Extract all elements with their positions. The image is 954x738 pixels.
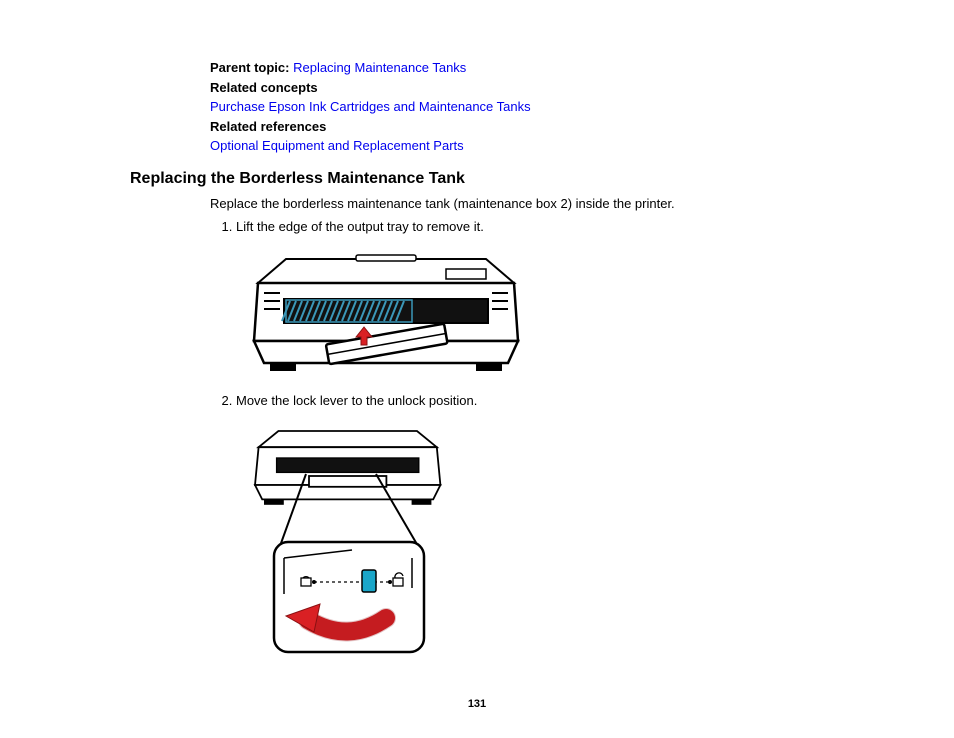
section-title: Replacing the Borderless Maintenance Tan… [130,170,824,188]
step-1-text: Lift the edge of the output tray to remo… [236,219,484,234]
steps-list: Lift the edge of the output tray to remo… [210,217,824,664]
related-references-link[interactable]: Optional Equipment and Replacement Parts [210,136,824,156]
parent-topic-link[interactable]: Replacing Maintenance Tanks [293,60,466,75]
related-concepts-link[interactable]: Purchase Epson Ink Cartridges and Mainte… [210,97,824,117]
step-2-text: Move the lock lever to the unlock positi… [236,393,477,408]
figure-2 [236,418,824,664]
step-2: Move the lock lever to the unlock positi… [236,391,824,665]
step-1: Lift the edge of the output tray to remo… [236,217,824,377]
page-number: 131 [0,698,954,710]
intro-text: Replace the borderless maintenance tank … [210,194,824,214]
parent-topic-row: Parent topic: Replacing Maintenance Tank… [210,58,824,78]
parent-topic-label: Parent topic: [210,60,289,75]
meta-block: Parent topic: Replacing Maintenance Tank… [210,58,824,156]
related-concepts-label: Related concepts [210,78,824,98]
related-references-label: Related references [210,117,824,137]
figure-1 [236,245,824,377]
